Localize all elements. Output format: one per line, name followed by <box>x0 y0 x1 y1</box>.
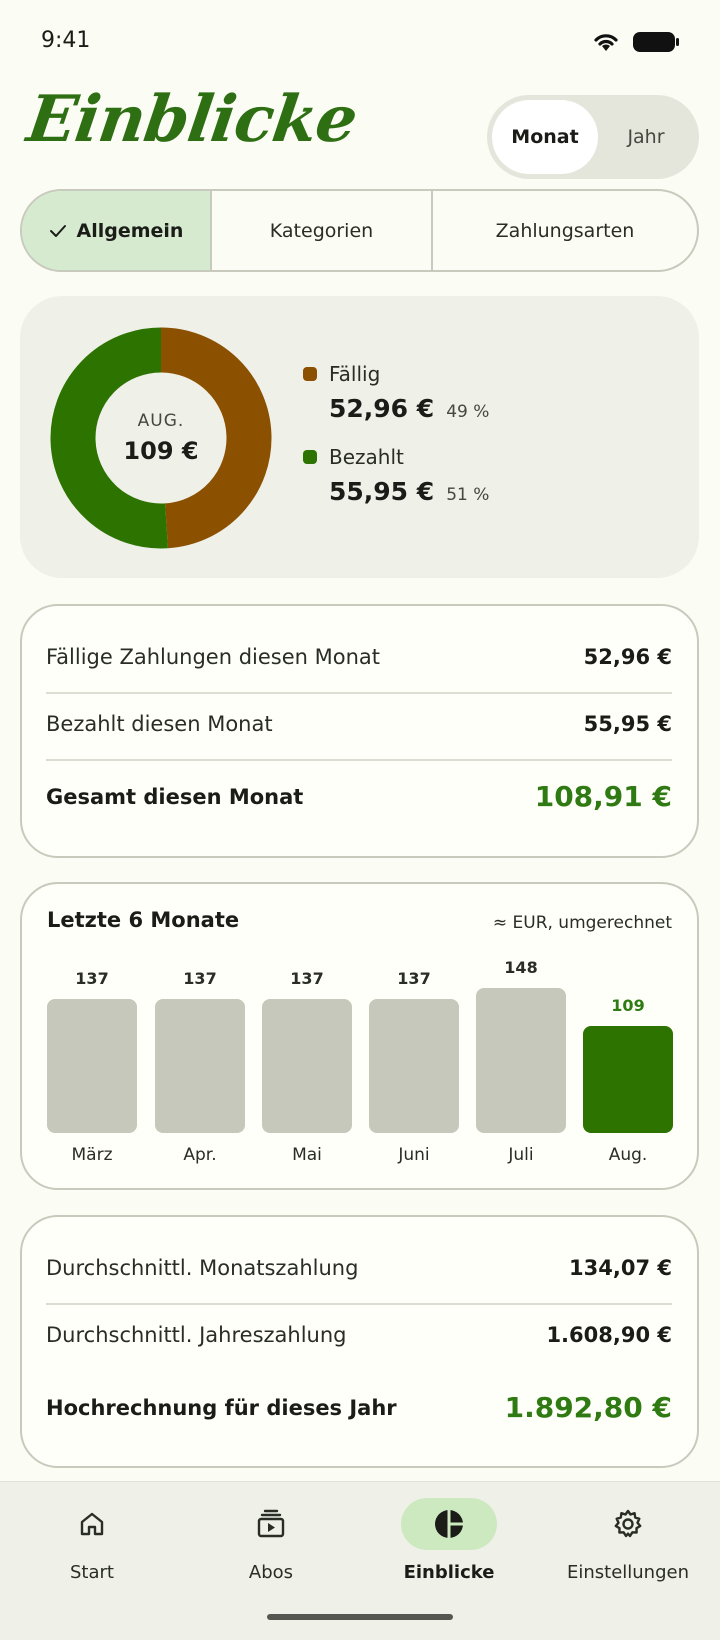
divider <box>46 1303 672 1305</box>
period-option-year[interactable]: Jahr <box>627 126 665 148</box>
legend-dot-due <box>303 367 317 381</box>
legend-label-due: Fällig <box>329 362 381 386</box>
tab-payment-methods-label: Zahlungsarten <box>495 219 635 242</box>
summary-label-paid: Bezahlt diesen Monat <box>46 712 273 736</box>
bar-value: 137 <box>397 969 431 988</box>
subscriptions-icon <box>257 1509 285 1538</box>
legend-amount-paid: 55,95 € <box>329 477 435 506</box>
battery-icon <box>633 32 679 52</box>
summary-label-total: Gesamt diesen Monat <box>46 784 304 809</box>
bottom-nav <box>0 1481 720 1640</box>
legend-percent-paid: 51 % <box>446 485 490 505</box>
home-icon <box>80 1512 104 1536</box>
bar-label: Apr. <box>183 1145 217 1165</box>
donut-slice-due <box>160 327 272 549</box>
chart-note: ≈ EUR, umgerechnet <box>492 913 672 933</box>
summary-label-projection: Hochrechnung für dieses Jahr <box>46 1395 397 1420</box>
nav-label-insights: Einblicke <box>403 1562 495 1583</box>
nav-label-start: Start <box>70 1562 114 1583</box>
bar-label: Aug. <box>608 1145 648 1165</box>
nav-label-settings: Einstellungen <box>566 1562 690 1583</box>
tab-categories-label: Kategorien <box>269 219 374 242</box>
donut-chart <box>50 327 272 549</box>
page-title: Einblicke <box>22 82 362 157</box>
status-icons <box>592 30 680 54</box>
summary-label-avg-year: Durchschnittl. Jahreszahlung <box>46 1323 347 1347</box>
summary-value-paid: 55,95 € <box>583 712 672 736</box>
divider <box>46 759 672 761</box>
nav-item-start[interactable]: Start <box>2 1498 182 1583</box>
period-toggle[interactable]: Monat Jahr <box>487 95 699 179</box>
period-option-month[interactable]: Monat <box>492 100 598 174</box>
year-summary-card <box>20 1215 699 1468</box>
bar-value: 148 <box>504 958 538 977</box>
insights-pie-icon <box>435 1510 463 1538</box>
summary-value-due: 52,96 € <box>583 645 672 669</box>
donut-center: AUG. 109 € <box>50 327 272 549</box>
divider <box>46 692 672 694</box>
tab-general[interactable]: Allgemein <box>22 191 212 270</box>
legend-label-paid: Bezahlt <box>329 445 404 469</box>
summary-value-avg-month: 134,07 € <box>569 1256 672 1280</box>
summary-row-due: Fällige Zahlungen diesen Monat 52,96 € <box>46 645 672 669</box>
nav-item-settings[interactable]: Einstellungen <box>538 1498 718 1583</box>
summary-label-due: Fällige Zahlungen diesen Monat <box>46 645 381 669</box>
summary-row-total: Gesamt diesen Monat 108,91 € <box>46 780 672 813</box>
legend-percent-due: 49 % <box>446 402 490 422</box>
tab-general-label: Allgemein <box>76 219 184 242</box>
bar-Juni[interactable] <box>369 999 459 1133</box>
bar-Aug.[interactable] <box>583 1026 673 1133</box>
bar-März[interactable] <box>47 999 137 1133</box>
legend-amount-due: 52,96 € <box>329 394 435 423</box>
insights-tabs: Allgemein Kategorien Zahlungsarten <box>20 189 699 272</box>
tab-categories[interactable]: Kategorien <box>212 191 433 270</box>
nav-item-subscriptions[interactable]: Abos <box>181 1498 361 1583</box>
summary-row-avg-year: Durchschnittl. Jahreszahlung 1.608,90 € <box>46 1323 672 1347</box>
wifi-icon <box>594 34 618 51</box>
summary-row-avg-month: Durchschnittl. Monatszahlung 134,07 € <box>46 1256 672 1280</box>
bar-label: Mai <box>292 1145 322 1165</box>
bar-value: 137 <box>75 969 109 988</box>
summary-value-projection: 1.892,80 € <box>504 1391 672 1424</box>
donut-legend: Fällig 52,96 € 49 % Bezahlt 55,95 € 51 % <box>303 362 489 528</box>
bar-value: 137 <box>290 969 324 988</box>
donut-month: AUG. <box>137 411 185 431</box>
bar-value: 137 <box>183 969 217 988</box>
bar-value: 109 <box>611 996 645 1015</box>
nav-label-subscriptions: Abos <box>248 1562 294 1583</box>
legend-dot-paid <box>303 450 317 464</box>
donut-total: 109 € <box>123 437 199 465</box>
summary-label-avg-month: Durchschnittl. Monatszahlung <box>46 1256 359 1280</box>
gear-icon <box>614 1509 642 1538</box>
bar-label: März <box>71 1145 113 1165</box>
status-time: 9:41 <box>41 28 91 53</box>
nav-item-insights[interactable]: Einblicke <box>359 1498 539 1583</box>
summary-value-total: 108,91 € <box>534 780 672 813</box>
summary-row-paid: Bezahlt diesen Monat 55,95 € <box>46 712 672 736</box>
summary-row-projection: Hochrechnung für dieses Jahr 1.892,80 € <box>46 1391 672 1424</box>
summary-value-avg-year: 1.608,90 € <box>546 1323 672 1347</box>
tab-payment-methods[interactable]: Zahlungsarten <box>433 191 697 270</box>
bar-label: Juni <box>398 1145 430 1165</box>
chart-title: Letzte 6 Monate <box>47 908 240 932</box>
month-summary-card <box>20 604 699 858</box>
donut-slice-paid <box>50 327 168 549</box>
home-indicator <box>267 1614 453 1620</box>
bar-label: Juli <box>508 1145 534 1165</box>
bar-Juli[interactable] <box>476 988 566 1133</box>
legend-item-due: Fällig 52,96 € 49 % <box>303 362 489 423</box>
check-icon <box>49 224 66 237</box>
legend-item-paid: Bezahlt 55,95 € 51 % <box>303 445 489 506</box>
bar-Apr.[interactable] <box>155 999 245 1133</box>
bar-Mai[interactable] <box>262 999 352 1133</box>
